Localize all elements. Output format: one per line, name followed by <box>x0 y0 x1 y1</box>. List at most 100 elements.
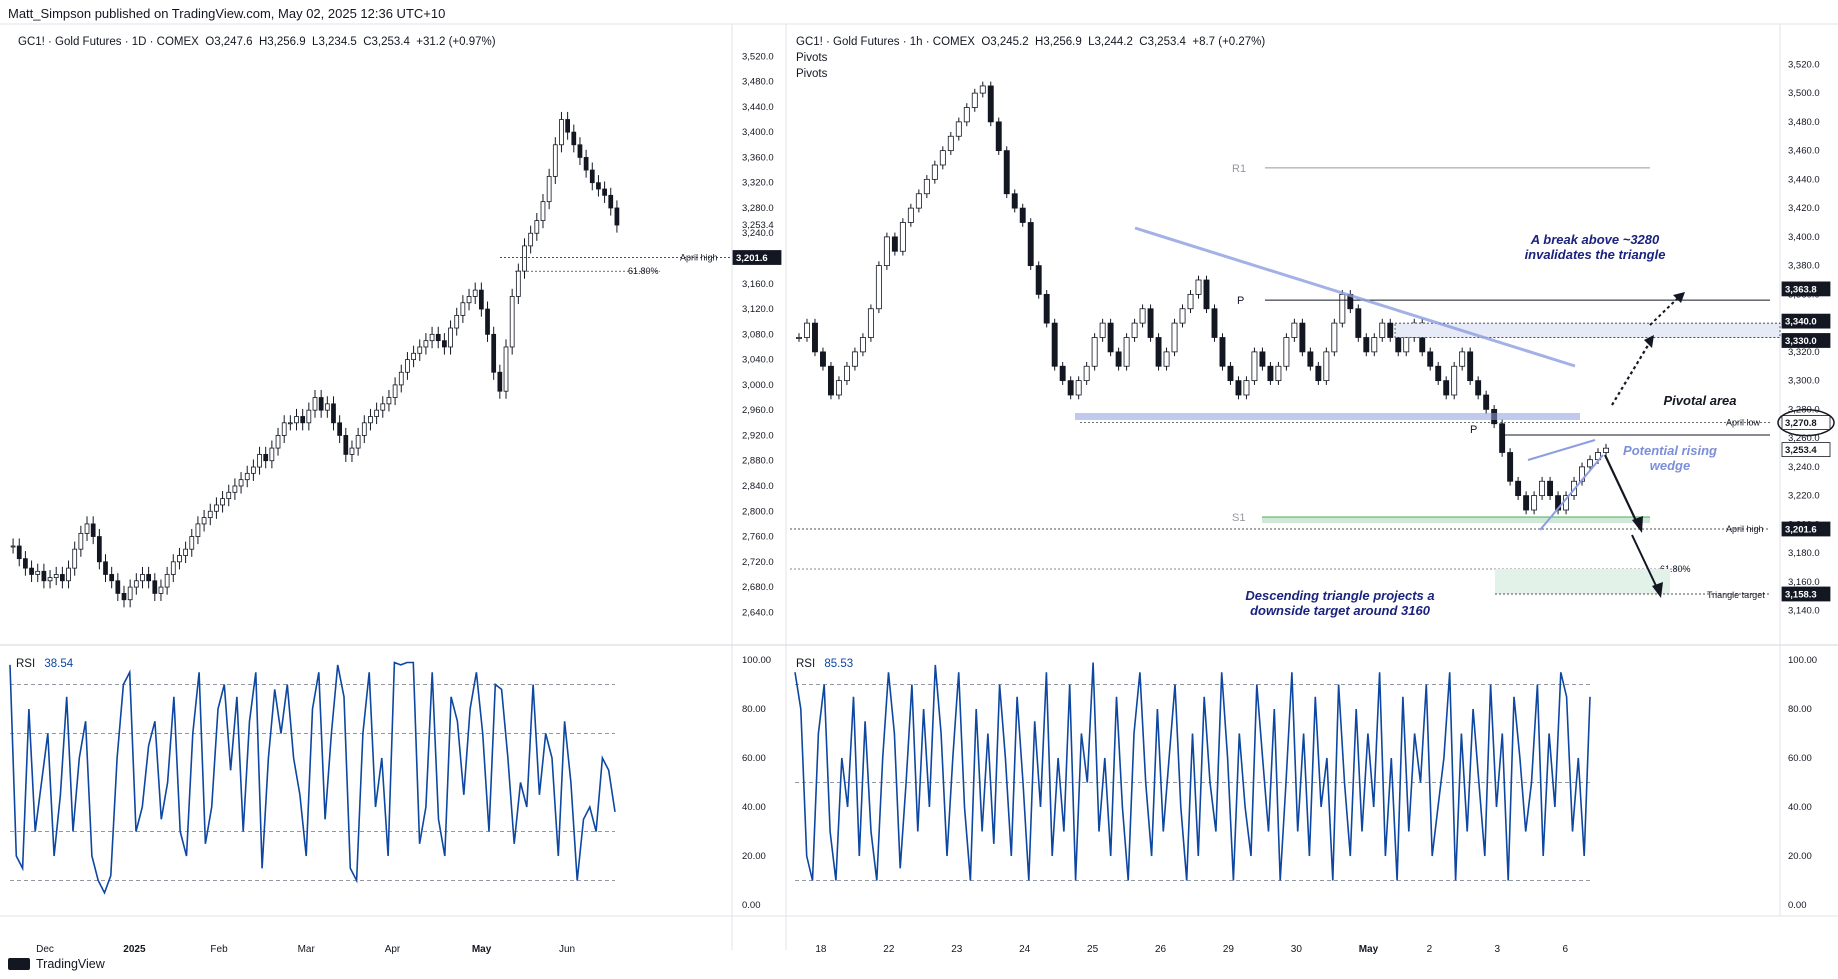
y-tick-label: 3,460.0 <box>1788 146 1820 157</box>
y-tick-label: 3,240.0 <box>742 228 774 239</box>
x-tick-label: 2025 <box>123 944 146 955</box>
candle-body <box>1211 308 1218 338</box>
candle-body <box>1147 308 1154 338</box>
hourly-rsi-title: RSI 85.53 <box>796 658 853 670</box>
candle-body <box>1043 293 1050 324</box>
candle-body <box>1507 452 1514 482</box>
candle-body <box>226 491 232 500</box>
y-tick-label: 3,440.0 <box>742 102 774 113</box>
hourly-price-pane[interactable]: 3,520.0 3,500.0 3,480.0 3,460.0 3,440.0 3,420… <box>790 59 1835 955</box>
daily-rsi-pane[interactable]: 100.00 80.00 60.00 40.00 20.00 0.00 <box>9 655 771 911</box>
candle-body <box>614 207 620 226</box>
candle-body <box>1547 480 1554 497</box>
wedge-annotation: Potential rising <box>1623 443 1717 458</box>
wedge-upper-line <box>1527 439 1596 461</box>
candle-body <box>189 536 195 550</box>
candle-body <box>1099 322 1106 338</box>
y-tick-label: 3,420.0 <box>1788 203 1820 214</box>
last-price-label: 3,253.4 <box>1785 445 1817 456</box>
candle-body <box>398 371 404 386</box>
candle-body <box>1219 337 1226 367</box>
candle-body <box>602 188 607 196</box>
last-price-label-bg <box>1781 442 1831 458</box>
candle-body <box>1123 337 1130 367</box>
candle-body <box>460 302 466 316</box>
candle-body <box>955 121 962 137</box>
daily-rsi-title: RSI 38.54 <box>16 658 73 670</box>
candle-body <box>1307 351 1314 367</box>
x-tick-label: 25 <box>1087 944 1099 955</box>
candle-body <box>1227 365 1234 382</box>
triangle-target-price-label-bg <box>1781 586 1831 602</box>
candle-body <box>979 85 986 94</box>
y-tick-label: 2,840.0 <box>742 481 774 492</box>
y-tick-label: 3,500.0 <box>1788 88 1820 99</box>
pane-borders <box>0 23 1838 950</box>
candle-body <box>843 365 850 382</box>
pivotal-area-annotation: Pivotal area <box>1664 393 1737 408</box>
candle-body <box>1443 380 1450 396</box>
y-tick-label: 3,260.0 <box>1788 433 1820 444</box>
pivots-indicator-label-2[interactable]: Pivots <box>796 68 828 80</box>
footer-brand[interactable]: TradingView <box>8 957 105 971</box>
candle-body <box>1195 279 1202 295</box>
candle-body <box>287 422 293 425</box>
candle-body <box>72 548 78 569</box>
april-high-price-label: 3,201.6 <box>1785 525 1817 536</box>
candle-body <box>589 169 595 184</box>
pivots-indicator-label[interactable]: Pivots <box>796 52 828 64</box>
candle-body <box>66 567 71 582</box>
april-low-price-label: 3,270.8 <box>1785 418 1817 429</box>
hourly-close: C3,253.4 <box>1139 36 1186 48</box>
candle-body <box>152 580 158 594</box>
daily-price-pane[interactable]: 3,520.0 3,480.0 3,440.0 3,400.0 3,360.0 3,320… <box>10 51 782 955</box>
triangle-base <box>1075 413 1580 420</box>
hourly-low: L3,244.2 <box>1088 36 1133 48</box>
candle-body <box>78 532 84 550</box>
y-tick-label: 3,480.0 <box>742 77 774 88</box>
candle-body <box>466 296 472 304</box>
candle-body <box>355 435 361 449</box>
up-arrow-2 <box>1649 295 1681 326</box>
candle-body <box>503 346 509 392</box>
hourly-rsi-pane[interactable]: 100.00 80.00 60.00 40.00 20.00 0.00 <box>794 655 1817 911</box>
x-tick-label: 30 <box>1291 944 1303 955</box>
wedge-annotation: wedge <box>1650 458 1690 473</box>
candle-body <box>1451 365 1458 396</box>
candle-body <box>515 270 521 297</box>
candle-body <box>478 289 484 310</box>
candle-body <box>583 157 589 171</box>
s1-zone <box>1262 517 1650 523</box>
candle-body <box>90 523 96 537</box>
candle-body <box>429 333 435 342</box>
x-tick-label: Mar <box>298 944 316 955</box>
pivot-label: P <box>1237 295 1244 307</box>
fib-label: 61.80% <box>628 266 659 276</box>
candle-body <box>1315 365 1322 382</box>
candle-body <box>522 245 527 272</box>
y-tick-label: 3,240.0 <box>1788 462 1820 473</box>
y-tick-label: 3,440.0 <box>1788 174 1820 185</box>
candle-body <box>170 561 176 575</box>
y-tick-label: 3,520.0 <box>1788 59 1820 70</box>
candle-body <box>1083 365 1090 382</box>
candle-body <box>183 548 188 556</box>
candle-body <box>220 498 225 506</box>
candle-body <box>109 574 115 582</box>
candle-body <box>423 340 429 348</box>
candle-body <box>1179 308 1186 324</box>
up-arrow-1 <box>1611 341 1651 406</box>
pivot-label-2: P <box>1470 424 1477 436</box>
y-tick-label: 3,280.0 <box>742 203 774 214</box>
candle-body <box>577 144 583 158</box>
breakout-annotation: A break above ~3280 <box>1530 232 1660 247</box>
april-high-label: April high <box>1726 524 1764 534</box>
candle-body <box>1291 322 1298 338</box>
candle-body <box>1587 459 1593 468</box>
candle-body <box>1203 279 1210 310</box>
y-tick-label: 3,520.0 <box>742 51 774 62</box>
y-tick-label: 2,920.0 <box>742 430 774 441</box>
candle-body <box>1363 337 1370 353</box>
candle-body <box>1515 480 1522 497</box>
